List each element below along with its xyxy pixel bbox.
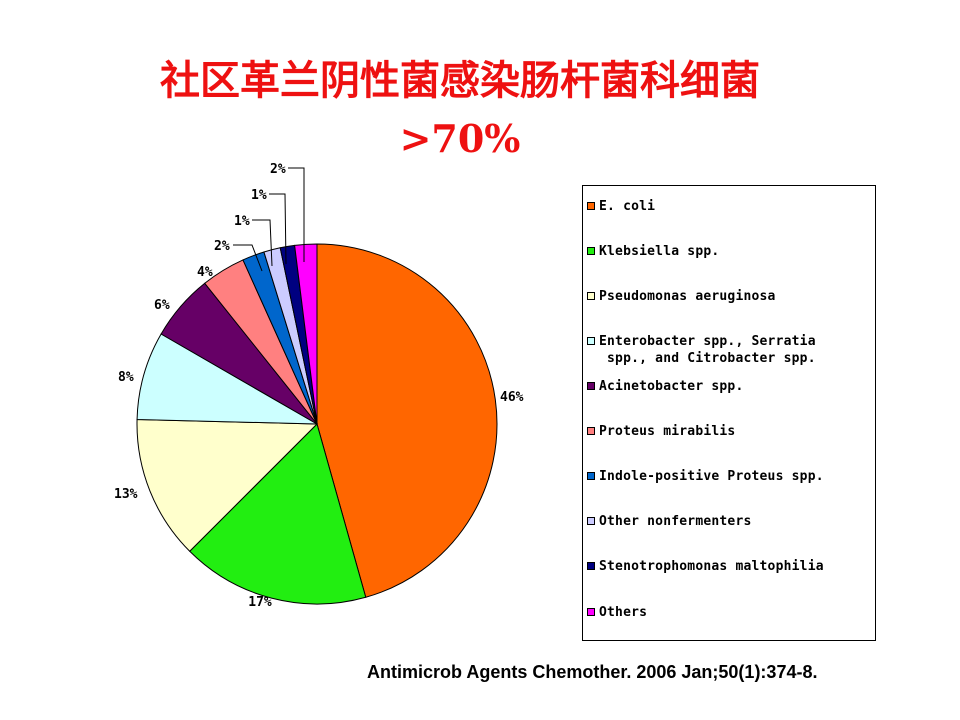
citation: Antimicrob Agents Chemother. 2006 Jan;50… bbox=[367, 662, 818, 682]
slice-label-7: 1% bbox=[234, 214, 250, 229]
slice-label-6: 2% bbox=[214, 239, 230, 254]
slide-title: 社区革兰阴性菌感染肠杆菌科细菌 >70% bbox=[60, 52, 860, 168]
legend-item: Enterobacter spp., Serratia spp., and Ci… bbox=[587, 333, 816, 367]
leader-line-6 bbox=[233, 244, 263, 272]
slice-label-9: 2% bbox=[270, 162, 286, 177]
pie-slice-0 bbox=[316, 243, 498, 598]
slice-label-8: 1% bbox=[251, 188, 267, 203]
legend-swatch bbox=[587, 517, 595, 525]
legend-swatch bbox=[587, 337, 595, 345]
pie-slice-2 bbox=[136, 418, 319, 552]
legend-swatch bbox=[587, 247, 595, 255]
legend-label: Proteus mirabilis bbox=[599, 424, 736, 439]
legend-item: Stenotrophomonas maltophilia bbox=[587, 558, 824, 575]
legend-swatch bbox=[587, 472, 595, 480]
legend-label: Indole-positive Proteus spp. bbox=[599, 469, 824, 484]
legend-item: Others bbox=[587, 604, 647, 621]
legend-swatch bbox=[587, 427, 595, 435]
legend-swatch bbox=[587, 292, 595, 300]
legend-item: Acinetobacter spp. bbox=[587, 378, 743, 395]
leader-line-7 bbox=[252, 219, 273, 267]
legend-label: Stenotrophomonas maltophilia bbox=[599, 559, 824, 574]
legend-swatch bbox=[587, 202, 595, 210]
legend-swatch bbox=[587, 382, 595, 390]
slice-label-5: 4% bbox=[197, 265, 213, 280]
legend-swatch bbox=[587, 562, 595, 570]
chart-legend: E. coli Klebsiella spp. Pseudomonas aerugi… bbox=[582, 185, 876, 641]
legend-item: Pseudomonas aeruginosa bbox=[587, 288, 776, 305]
legend-item: Proteus mirabilis bbox=[587, 423, 735, 440]
legend-swatch bbox=[587, 608, 595, 616]
legend-label: Klebsiella spp. bbox=[599, 244, 720, 259]
legend-item: Indole-positive Proteus spp. bbox=[587, 468, 824, 485]
slice-label-3: 8% bbox=[118, 370, 134, 385]
legend-label: Enterobacter spp., Serratia spp., and Ci… bbox=[599, 334, 816, 366]
legend-item: Klebsiella spp. bbox=[587, 243, 719, 260]
legend-label: Others bbox=[599, 605, 648, 620]
pie-slice-1 bbox=[189, 423, 367, 605]
leader-line-9 bbox=[288, 167, 305, 262]
slice-label-2: 13% bbox=[114, 487, 138, 502]
slice-label-0: 46% bbox=[500, 390, 524, 405]
legend-item: E. coli bbox=[587, 198, 655, 215]
pie-slice-9 bbox=[294, 243, 318, 425]
legend-label: Acinetobacter spp. bbox=[599, 379, 744, 394]
legend-label: Other nonfermenters bbox=[599, 514, 752, 529]
legend-label: Pseudomonas aeruginosa bbox=[599, 289, 776, 304]
slide-title-line1: 社区革兰阴性菌感染肠杆菌科细菌 bbox=[160, 57, 760, 104]
pie-slice-3 bbox=[136, 333, 318, 425]
slide-title-line2: >70% bbox=[399, 116, 521, 161]
slice-label-1: 17% bbox=[248, 595, 272, 610]
slice-label-4: 6% bbox=[154, 298, 170, 313]
legend-label: E. coli bbox=[599, 199, 656, 214]
leader-line-8 bbox=[269, 193, 287, 265]
legend-item: Other nonfermenters bbox=[587, 513, 752, 530]
